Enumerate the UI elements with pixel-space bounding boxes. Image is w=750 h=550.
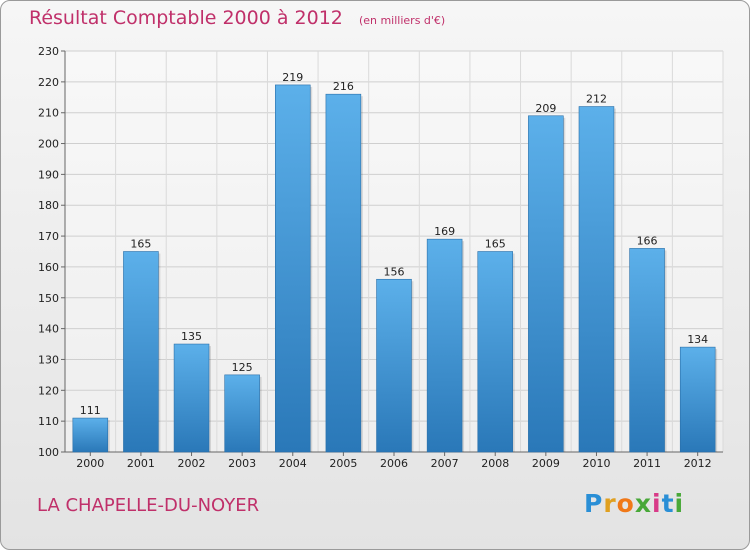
bar[interactable] [224,374,260,453]
x-tick-label: 2007 [431,457,459,470]
logo-letter: t [661,489,675,518]
y-tick-label: 100 [38,446,59,459]
x-tick-label: 2006 [380,457,408,470]
y-tick-label: 150 [38,292,59,305]
bar[interactable] [173,343,210,453]
data-label: 125 [232,361,253,374]
x-tick-label: 2011 [633,457,661,470]
y-tick-label: 190 [38,168,59,181]
data-label: 165 [130,238,151,251]
data-label: 166 [637,234,658,247]
data-label: 212 [586,93,607,106]
logo-letter: P [584,489,604,518]
bar[interactable] [123,251,159,453]
bar[interactable] [477,251,513,453]
logo-letter: x [634,489,652,518]
data-label: 111 [80,404,101,417]
bar[interactable] [528,115,564,453]
x-tick-label: 2004 [279,457,307,470]
y-tick-label: 230 [38,45,59,58]
data-label: 165 [485,238,506,251]
x-tick-label: 2001 [127,457,155,470]
y-tick-label: 220 [38,76,59,89]
bar[interactable] [376,278,412,453]
y-tick-label: 160 [38,261,59,274]
bar[interactable] [629,248,665,453]
logo-letter: r [603,489,617,518]
data-label: 216 [333,80,354,93]
bar[interactable] [679,346,716,453]
bars [72,84,718,453]
data-labels: 111 165 135 125 219 216 156 169 165 209 212 166 134 [80,71,708,417]
y-tick-label: 120 [38,384,59,397]
bar[interactable] [578,106,615,453]
x-tick-label: 2010 [582,457,610,470]
data-label: 156 [384,265,405,278]
x-tick-label: 2000 [76,457,104,470]
bar[interactable] [275,84,311,453]
data-label: 219 [282,71,303,84]
x-tick-label: 2009 [532,457,560,470]
proxiti-logo[interactable]: Proxiti [584,489,684,518]
x-tick-label: 2003 [228,457,256,470]
y-tick-label: 200 [38,138,59,151]
logo-letter: o [616,489,635,518]
chart-title-text: Résultat Comptable 2000 à 2012 [29,7,343,29]
x-tick-label: 2008 [481,457,509,470]
commune-name: LA CHAPELLE-DU-NOYER [37,495,260,516]
logo-letter: i [652,489,662,518]
y-tick-label: 180 [38,199,59,212]
y-tick-label: 210 [38,107,59,120]
bar[interactable] [426,238,463,453]
y-tick-label: 170 [38,230,59,243]
x-tick-label: 2012 [684,457,712,470]
tick-labels: 100 110 120 130 140 150 160 170 180 190 200 210 220 2… [38,45,712,470]
bar[interactable] [325,93,362,453]
x-tick-label: 2005 [329,457,357,470]
bar[interactable] [72,417,109,453]
y-tick-label: 140 [38,323,59,336]
x-tick-label: 2002 [178,457,206,470]
logo-letter: i [674,489,685,518]
y-tick-label: 130 [38,353,59,366]
data-label: 135 [181,330,202,343]
y-tick-label: 110 [38,415,59,428]
chart-title: Résultat Comptable 2000 à 2012 (en milli… [29,7,445,29]
data-label: 209 [535,102,556,115]
data-label: 169 [434,225,455,238]
data-label: 134 [687,333,708,346]
chart-unit: (en milliers d'€) [358,14,446,27]
